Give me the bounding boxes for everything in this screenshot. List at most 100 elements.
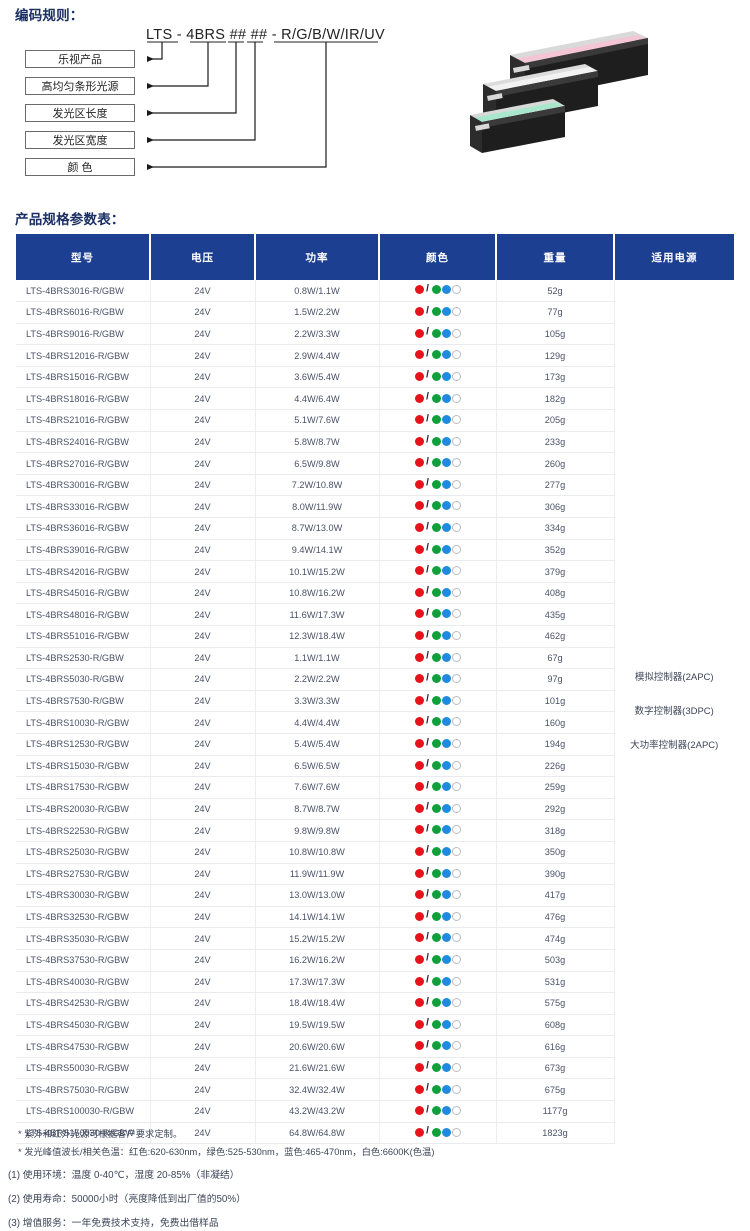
- color-dot-white: [451, 1084, 461, 1094]
- color-dot-blue: [441, 695, 451, 705]
- slash-separator: /: [426, 348, 429, 360]
- slash-separator: /: [426, 866, 429, 878]
- cell-power: 10.8W/10.8W: [255, 841, 380, 864]
- color-dot-blue: [441, 587, 451, 597]
- color-dot-white: [451, 501, 461, 511]
- color-dot-group: /: [414, 500, 461, 511]
- cell-weight: 379g: [496, 560, 615, 583]
- color-dot-green: [431, 436, 441, 446]
- color-dot-blue: [441, 631, 451, 641]
- color-dot-green: [431, 911, 441, 921]
- color-dot-red: [414, 1084, 424, 1094]
- color-dot-red: [414, 436, 424, 446]
- color-dot-green: [431, 846, 441, 856]
- spec-table-body: LTS-4BRS3016-R/GBW 24V 0.8W/1.1W/52g 模拟控制器(…: [16, 280, 734, 1145]
- cell-voltage: 24V: [150, 647, 256, 670]
- color-dot-red: [414, 285, 424, 295]
- cell-power: 13.0W/13.0W: [255, 884, 380, 907]
- color-dot-blue: [441, 652, 451, 662]
- color-dot-white: [451, 1019, 461, 1029]
- color-dot-blue: [441, 328, 451, 338]
- color-dot-blue: [441, 890, 451, 900]
- slash-separator: /: [426, 1017, 429, 1029]
- cell-weight: 435g: [496, 603, 615, 626]
- color-dot-white: [451, 695, 461, 705]
- note-wavelength: * 发光峰值波长/相关色温：红色:620-630nm，绿色:525-530nm，…: [18, 1147, 435, 1157]
- cell-model: LTS-4BRS22530-R/GBW: [16, 819, 151, 842]
- cell-voltage: 24V: [150, 927, 256, 950]
- table-row: LTS-4BRS21016-R/GBW 24V 5.1W/7.6W / 205g: [16, 409, 734, 432]
- color-dot-green: [431, 415, 441, 425]
- cell-color-swatches: /: [379, 711, 497, 734]
- color-dot-blue: [441, 350, 451, 360]
- color-dot-blue: [441, 739, 451, 749]
- table-row: LTS-4BRS30016-R/GBW 24V 7.2W/10.8W / 277g: [16, 474, 734, 497]
- color-dot-green: [431, 976, 441, 986]
- cell-color-swatches: /: [379, 1057, 497, 1080]
- color-dot-white: [451, 285, 461, 295]
- cell-model: LTS-4BRS39016-R/GBW: [16, 539, 151, 562]
- cell-color-swatches: /: [379, 517, 497, 540]
- cell-weight: 67g: [496, 647, 615, 670]
- cell-voltage: 24V: [150, 863, 256, 886]
- col-header-weight: 重量: [496, 234, 615, 280]
- cell-power: 1.1W/1.1W: [255, 647, 380, 670]
- color-dot-blue: [441, 998, 451, 1008]
- color-dot-white: [451, 307, 461, 317]
- cell-power: 5.1W/7.6W: [255, 409, 380, 432]
- spec-table-container: 型号 电压 功率 颜色 重量 适用电源 LTS-4BRS3016-R/GBW 24…: [16, 234, 734, 1145]
- color-dot-blue: [441, 544, 451, 554]
- coding-label-box-series: 高均匀条形光源: [25, 77, 135, 95]
- cell-voltage: 24V: [150, 1035, 256, 1058]
- col-header-voltage: 电压: [150, 234, 256, 280]
- table-row: LTS-4BRS9016-R/GBW 24V 2.2W/3.3W / 105g: [16, 323, 734, 346]
- cell-weight: 673g: [496, 1057, 615, 1080]
- cell-model: LTS-4BRS25030-R/GBW: [16, 841, 151, 864]
- color-dot-green: [431, 998, 441, 1008]
- cell-weight: 97g: [496, 668, 615, 691]
- cell-power: 20.6W/20.6W: [255, 1035, 380, 1058]
- color-dot-green: [431, 328, 441, 338]
- color-dot-white: [451, 825, 461, 835]
- color-dot-white: [451, 674, 461, 684]
- color-dot-group: /: [414, 435, 461, 446]
- cell-model: LTS-4BRS9016-R/GBW: [16, 323, 151, 346]
- cell-power: 10.8W/16.2W: [255, 582, 380, 605]
- cell-color-swatches: /: [379, 841, 497, 864]
- color-dot-blue: [441, 393, 451, 403]
- cell-weight: 318g: [496, 819, 615, 842]
- cell-power: 7.2W/10.8W: [255, 474, 380, 497]
- color-dot-blue: [441, 1019, 451, 1029]
- cell-model: LTS-4BRS12016-R/GBW: [16, 344, 151, 367]
- cell-power: 1.5W/2.2W: [255, 301, 380, 324]
- cell-voltage: 24V: [150, 323, 256, 346]
- cell-model: LTS-4BRS27530-R/GBW: [16, 863, 151, 886]
- color-dot-group: /: [414, 781, 461, 792]
- slash-separator: /: [426, 823, 429, 835]
- color-dot-white: [451, 393, 461, 403]
- color-dot-group: /: [414, 759, 461, 770]
- cell-weight: 474g: [496, 927, 615, 950]
- cell-weight: 616g: [496, 1035, 615, 1058]
- color-dot-white: [451, 609, 461, 619]
- color-dot-green: [431, 825, 441, 835]
- color-dot-red: [414, 674, 424, 684]
- color-dot-blue: [441, 523, 451, 533]
- cell-model: LTS-4BRS42016-R/GBW: [16, 560, 151, 583]
- cell-weight: 105g: [496, 323, 615, 346]
- slash-separator: /: [426, 369, 429, 381]
- color-dot-red: [414, 631, 424, 641]
- color-dot-white: [451, 717, 461, 727]
- cell-power: 18.4W/18.4W: [255, 992, 380, 1015]
- cell-color-swatches: /: [379, 323, 497, 346]
- cell-model: LTS-4BRS18016-R/GBW: [16, 387, 151, 411]
- color-dot-white: [451, 631, 461, 641]
- color-dot-green: [431, 566, 441, 576]
- cell-voltage: 24V: [150, 1078, 256, 1102]
- cell-voltage: 24V: [150, 582, 256, 605]
- cell-power: 64.8W/64.8W: [255, 1122, 380, 1145]
- color-dot-white: [451, 587, 461, 597]
- cell-model: LTS-4BRS20030-R/GBW: [16, 798, 151, 821]
- color-dot-white: [451, 1041, 461, 1051]
- cell-weight: 531g: [496, 971, 615, 994]
